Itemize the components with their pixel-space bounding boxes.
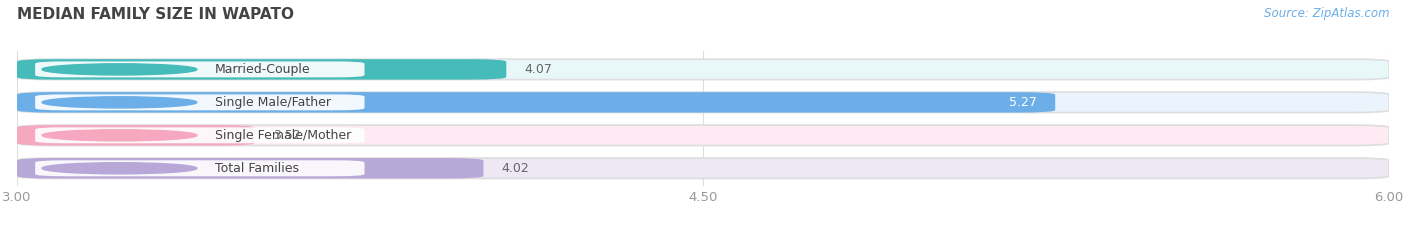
FancyBboxPatch shape bbox=[17, 92, 1389, 113]
FancyBboxPatch shape bbox=[35, 127, 364, 143]
FancyBboxPatch shape bbox=[17, 92, 1056, 113]
FancyBboxPatch shape bbox=[17, 59, 1389, 80]
FancyBboxPatch shape bbox=[17, 125, 254, 146]
Circle shape bbox=[42, 97, 197, 108]
FancyBboxPatch shape bbox=[35, 62, 364, 77]
Text: 4.07: 4.07 bbox=[524, 63, 553, 76]
Text: MEDIAN FAMILY SIZE IN WAPATO: MEDIAN FAMILY SIZE IN WAPATO bbox=[17, 7, 294, 22]
Text: Married-Couple: Married-Couple bbox=[215, 63, 311, 76]
Circle shape bbox=[42, 130, 197, 141]
FancyBboxPatch shape bbox=[17, 125, 1389, 146]
Circle shape bbox=[42, 64, 197, 75]
Text: Source: ZipAtlas.com: Source: ZipAtlas.com bbox=[1264, 7, 1389, 20]
FancyBboxPatch shape bbox=[17, 158, 1389, 178]
FancyBboxPatch shape bbox=[17, 59, 506, 80]
FancyBboxPatch shape bbox=[17, 158, 484, 178]
Circle shape bbox=[42, 163, 197, 174]
Text: 4.02: 4.02 bbox=[502, 162, 530, 175]
FancyBboxPatch shape bbox=[35, 160, 364, 176]
Text: 3.52: 3.52 bbox=[273, 129, 301, 142]
Text: Single Male/Father: Single Male/Father bbox=[215, 96, 332, 109]
Text: Single Female/Mother: Single Female/Mother bbox=[215, 129, 352, 142]
Text: 5.27: 5.27 bbox=[1010, 96, 1036, 109]
Text: Total Families: Total Families bbox=[215, 162, 299, 175]
FancyBboxPatch shape bbox=[35, 94, 364, 110]
